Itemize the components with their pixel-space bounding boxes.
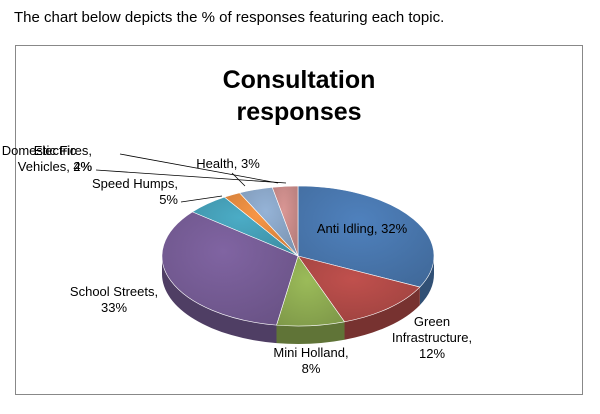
chart-title-line-2: responses bbox=[236, 98, 362, 126]
chart-title: Consultation responses bbox=[15, 64, 583, 128]
pie-side-green-infrastructure bbox=[344, 287, 420, 340]
leader-line-speed-humps bbox=[180, 195, 223, 203]
leader-line-health bbox=[231, 172, 246, 187]
data-label-green-infrastructure: Green Infrastructure, 12% bbox=[392, 314, 472, 361]
pie-side-anti-idling bbox=[419, 256, 434, 306]
data-label-health: Health, 3% bbox=[196, 156, 260, 171]
pie-side-mini-holland bbox=[276, 321, 345, 344]
data-label-anti-idling: Anti Idling, 32% bbox=[317, 221, 408, 236]
leader-line-domestic-fires bbox=[119, 153, 279, 184]
chart-title-line-1: Consultation bbox=[222, 66, 376, 94]
data-label-domestic-fires: Domestic Fires, 2% bbox=[2, 143, 93, 174]
data-label-mini-holland: Mini Holland, 8% bbox=[273, 345, 348, 376]
pie-slice-health bbox=[271, 185, 299, 257]
data-label-electric-vehicles: Electric Vehicles, 4% bbox=[18, 143, 93, 174]
pie-slice-green-infrastructure bbox=[297, 255, 421, 323]
intro-text: The chart below depicts the % of respons… bbox=[14, 9, 445, 26]
data-label-speed-humps: Speed Humps, 5% bbox=[92, 176, 178, 207]
pie-slice-anti-idling bbox=[297, 185, 435, 288]
data-label-school-streets: School Streets, 33% bbox=[70, 284, 158, 315]
leader-line-electric-vehicles bbox=[95, 169, 287, 184]
pie-slice-school-streets bbox=[161, 211, 299, 326]
